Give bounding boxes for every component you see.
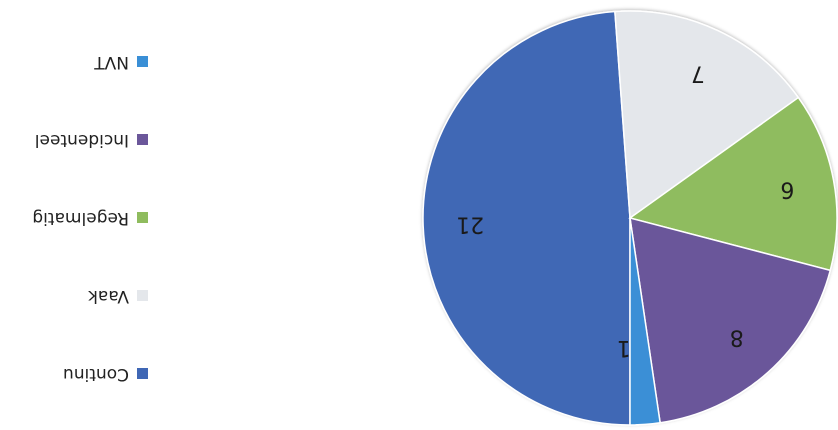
legend-item-incidenteel: Incidenteel [8,130,148,150]
legend-swatch [137,368,148,380]
legend-label: Regelmatig [32,208,129,228]
legend-swatch [137,290,148,302]
legend-label: Incidenteel [34,130,129,150]
legend-swatch [137,56,148,68]
legend-item-vaak: Vaak [8,286,148,306]
pie-labels: 21 7 6 8 1 [456,61,794,360]
pie-slice-regelmatig [628,96,838,272]
legend-label: NVT [94,52,129,72]
legend: Continu Vaak Regelmatig Incidenteel NVT [8,0,148,384]
pie-data-label: 1 [617,335,631,360]
pie-data-label: 6 [780,176,794,201]
pie-data-label: 8 [730,325,744,350]
legend-item-continu: Continu [8,364,148,384]
pie-slice-continu [422,10,631,426]
pie-data-label: 7 [691,61,705,86]
pie-slices [422,10,838,426]
legend-item-nvt: NVT [8,52,148,72]
legend-item-regelmatig: Regelmatig [8,208,148,228]
pie-slice-nvt [629,217,661,426]
legend-label: Vaak [88,286,129,306]
pie-data-label: 21 [456,211,484,236]
legend-swatch [137,212,148,224]
legend-label: Continu [63,364,129,384]
pie-slice-incidenteel [629,216,832,424]
pie-slice-vaak [614,10,800,220]
legend-swatch [137,134,148,146]
